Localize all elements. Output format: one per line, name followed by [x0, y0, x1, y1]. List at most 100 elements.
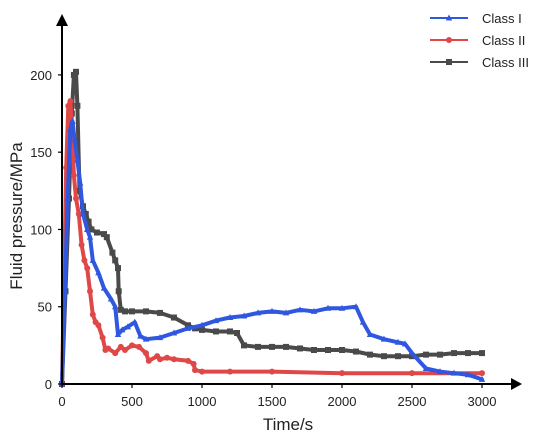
data-point-class-i — [69, 117, 76, 124]
data-point-class-ii — [70, 172, 77, 179]
data-point-class-i — [240, 312, 248, 319]
data-point-class-ii — [339, 370, 345, 377]
data-point-class-ii — [409, 370, 415, 377]
series-class-ii — [59, 98, 485, 387]
data-point-class-iii — [199, 326, 205, 333]
series-line-class-i — [60, 119, 484, 386]
data-point-class-ii — [190, 360, 197, 367]
y-tick-label: 50 — [38, 300, 52, 315]
x-axis-title: Time/s — [263, 415, 313, 434]
legend-marker — [446, 37, 452, 43]
data-point-class-i — [282, 309, 290, 316]
legend-label: Class I — [482, 11, 522, 26]
data-point-class-iii — [115, 265, 121, 272]
data-point-class-iii — [255, 343, 261, 350]
legend-label: Class II — [482, 33, 525, 48]
data-point-class-iii — [171, 314, 177, 321]
data-point-class-iii — [213, 328, 219, 335]
data-point-class-ii — [171, 356, 177, 363]
data-point-class-i — [64, 195, 71, 202]
axes-layer — [56, 14, 522, 390]
data-point-class-ii — [112, 350, 119, 357]
legend-item-class-iii: Class III — [430, 55, 529, 70]
data-point-class-iii — [451, 350, 457, 357]
data-point-class-iii — [70, 71, 77, 78]
x-axis-arrow-icon — [511, 378, 522, 390]
data-point-class-i — [86, 233, 94, 240]
data-point-class-i — [401, 340, 409, 347]
data-point-class-i — [142, 335, 150, 342]
legend-marker — [445, 14, 453, 21]
x-tick-label: 1000 — [188, 394, 217, 409]
data-point-class-ii — [75, 211, 82, 217]
data-point-class-iii — [73, 68, 79, 75]
data-point-class-iii — [157, 309, 163, 316]
x-tick-label: 2500 — [398, 394, 427, 409]
data-point-class-i — [450, 369, 458, 376]
data-point-class-iii — [325, 347, 331, 353]
data-point-class-i — [137, 332, 144, 339]
data-point-class-iii — [94, 229, 100, 236]
legend-label: Class III — [482, 55, 529, 70]
y-tick-label: 100 — [30, 222, 52, 237]
data-point-class-iii — [117, 306, 124, 313]
data-point-class-iii — [74, 102, 81, 109]
data-point-class-i — [422, 365, 430, 372]
data-point-class-i — [254, 309, 262, 316]
data-point-class-iii — [367, 351, 373, 358]
data-point-class-i — [310, 307, 318, 314]
legend-marker — [446, 59, 452, 65]
data-point-class-iii — [269, 343, 275, 350]
data-point-class-iii — [143, 308, 149, 315]
data-point-class-iii — [101, 231, 107, 238]
data-point-class-iii — [437, 351, 443, 358]
y-tick-label: 200 — [30, 68, 52, 83]
data-point-class-ii — [117, 343, 124, 350]
data-point-class-iii — [88, 226, 95, 233]
data-point-class-i — [114, 331, 122, 338]
data-point-class-ii — [164, 354, 170, 361]
data-point-class-iii — [85, 218, 92, 225]
x-tick-label: 500 — [121, 394, 143, 409]
x-tick-label: 3000 — [468, 394, 497, 409]
data-point-class-iii — [311, 347, 317, 353]
data-point-class-i — [366, 331, 374, 338]
data-point-class-iii — [395, 353, 401, 360]
data-point-class-i — [198, 321, 206, 328]
data-point-class-i — [436, 368, 444, 375]
data-point-class-ii — [67, 98, 74, 105]
data-point-class-ii — [84, 265, 91, 272]
data-point-class-ii — [99, 334, 106, 341]
data-point-class-i — [74, 156, 81, 163]
data-point-class-iii — [109, 249, 116, 256]
data-point-class-i — [359, 318, 367, 325]
x-tick-label: 2000 — [328, 394, 357, 409]
data-point-class-i — [268, 307, 276, 314]
data-point-class-ii — [145, 357, 152, 364]
data-point-class-iii — [122, 308, 128, 315]
data-point-class-ii — [143, 350, 149, 357]
data-point-class-i — [156, 334, 164, 341]
data-point-class-i — [107, 295, 115, 302]
x-ticks: 0 500 1000 1500 2000 2500 3000 — [58, 384, 496, 409]
data-point-class-iii — [381, 353, 387, 360]
data-point-class-i — [112, 303, 119, 310]
data-point-class-iii — [297, 345, 303, 352]
data-point-class-ii — [105, 345, 112, 352]
data-point-class-ii — [269, 368, 275, 375]
data-point-class-i — [124, 323, 131, 330]
data-point-class-ii — [192, 367, 198, 374]
series-line-class-ii — [60, 99, 484, 386]
data-point-class-iii — [339, 347, 345, 353]
data-point-class-ii — [157, 356, 163, 363]
data-point-class-ii — [185, 357, 191, 364]
data-point-class-ii — [129, 342, 135, 349]
data-point-class-ii — [78, 241, 85, 248]
data-point-class-i — [71, 136, 78, 143]
data-point-class-i — [184, 324, 192, 331]
data-point-class-ii — [95, 322, 102, 329]
data-point-class-ii — [65, 102, 72, 109]
y-axis-title: Fluid pressure/MPa — [7, 142, 26, 290]
data-point-class-i — [131, 318, 138, 325]
